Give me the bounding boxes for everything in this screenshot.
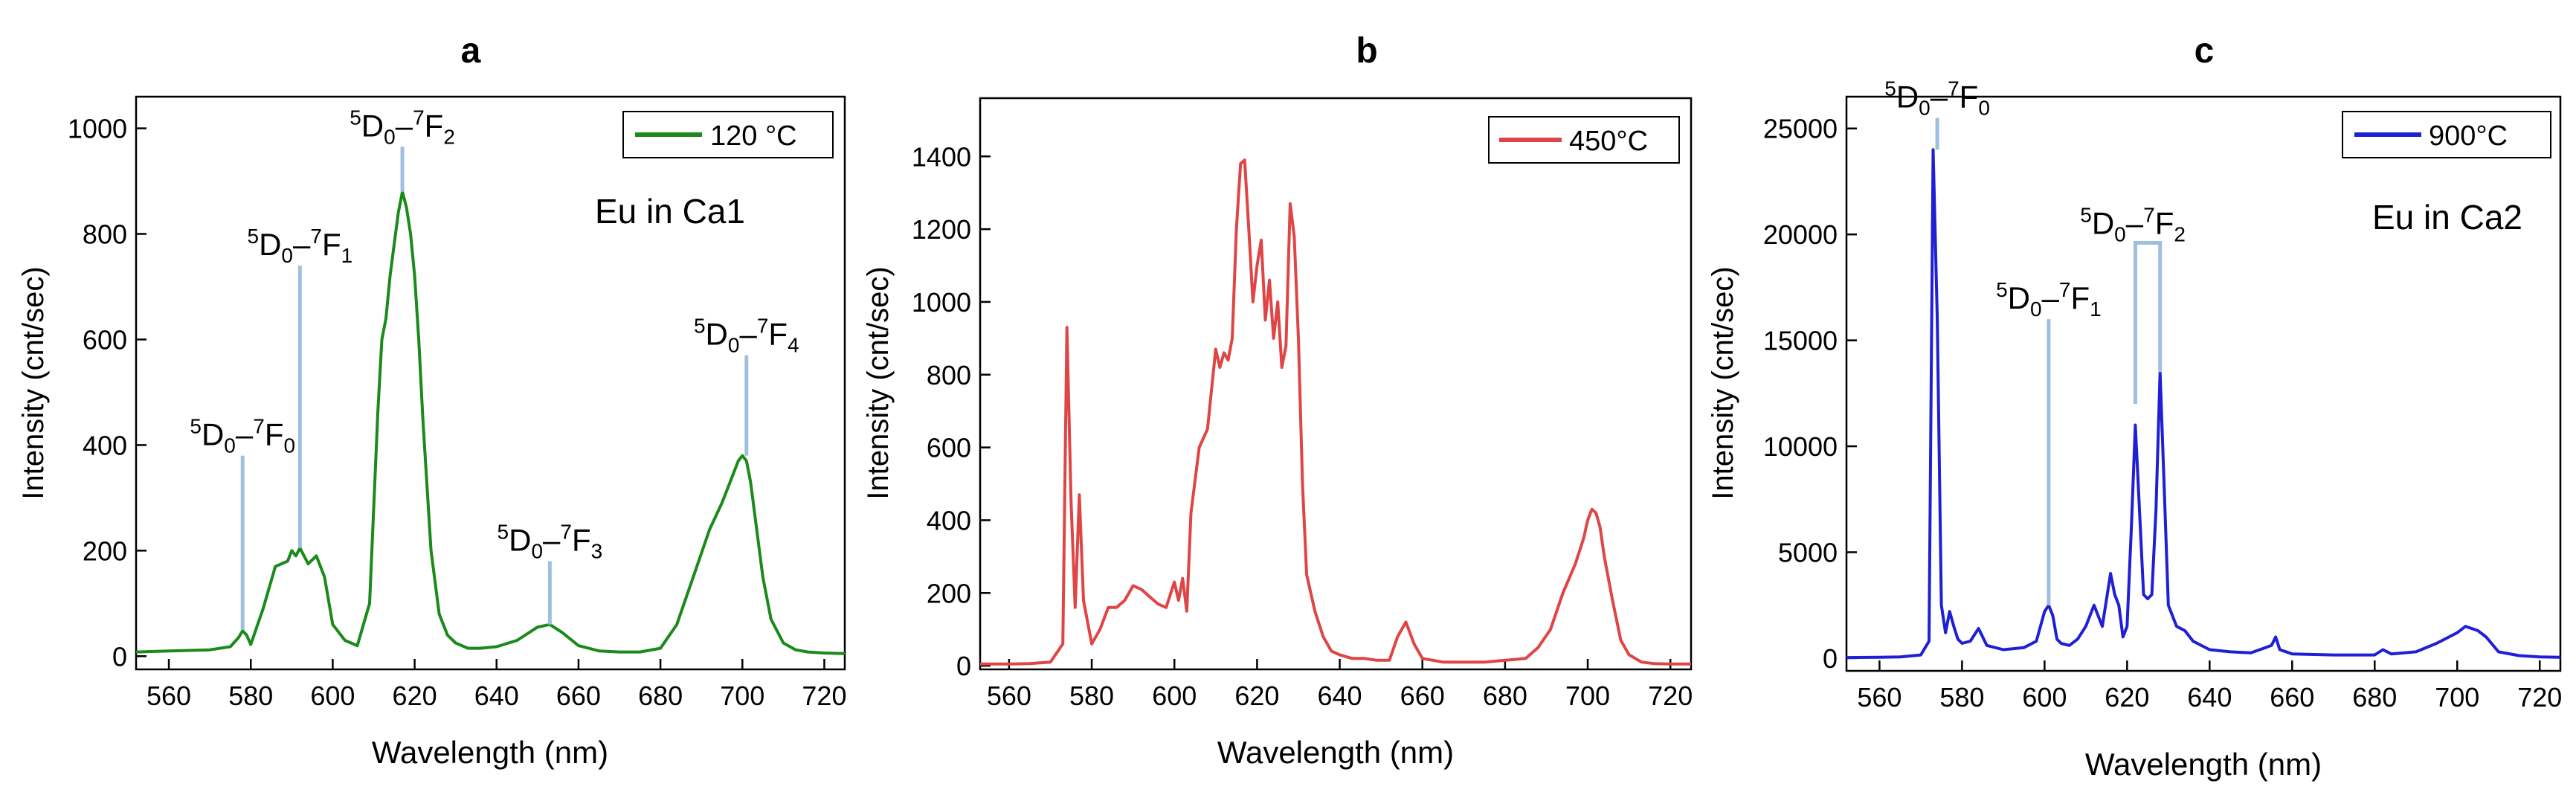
y-tick-label: 800 [83,219,127,250]
y-tick-label: 10000 [1763,431,1838,462]
x-tick-label: 700 [2435,682,2479,713]
y-tick-label: 1000 [68,114,127,144]
x-tick-label: 640 [1318,681,1362,711]
x-tick-label: 600 [2022,682,2067,713]
panel-c-legend: 900°C [2342,111,2551,158]
panel-b-ticks: 560 580 600 620 640 660 680 700 720 0 200 400 600 800… [912,141,1693,711]
series-line-b [980,158,1691,666]
panel-c-plot-frame [1845,95,2562,672]
panel-a-y-axis-label: Intensity (cnt/sec) [17,266,50,499]
transition-marker [2133,241,2163,405]
x-tick-label: 560 [146,681,191,711]
x-tick-label: 600 [1152,681,1197,711]
panel-a-letter: a [461,31,481,71]
panel-a-x-axis-label: Wavelength (nm) [372,735,608,770]
y-tick-label: 1200 [912,214,971,245]
panel-c-y-axis-label: Intensity (cnt/sec) [1707,266,1739,499]
x-tick-label: 680 [638,681,683,711]
x-tick-label: 620 [393,681,437,711]
x-tick-label: 640 [474,681,519,711]
series-line-a [135,190,846,655]
x-tick-label: 580 [1939,682,1984,713]
panel-b-plot-frame [979,97,1693,671]
panel-a-ticks: 560 580 600 620 640 660 680 700 720 0 200 400 600 800… [68,114,847,711]
y-tick-label: 600 [927,433,971,463]
x-tick-label: 580 [228,681,273,711]
panel-c-ticks: 560 580 600 620 640 660 680 700 720 0 5000 10000 150… [1763,114,2562,713]
panel-a-chart: a 560 580 600 620 640 660 680 700 720 0 200 400 600 8… [17,31,846,770]
transition-label: 5D0–7F1 [1996,278,2102,321]
panel-b-legend: 450°C [1488,116,1680,164]
panel-a-annotation: Eu in Ca1 [595,192,745,231]
y-tick-label: 5000 [1778,537,1838,567]
panel-c-transition-labels: 5D0–7F0 5D0–7F1 5D0–7F2 [1884,77,2186,605]
y-tick-label: 25000 [1763,114,1838,144]
y-tick-label: 15000 [1763,326,1838,356]
panel-c-legend-label: 900°C [2429,120,2508,152]
x-tick-label: 660 [556,681,601,711]
x-tick-label: 720 [1648,681,1693,711]
x-tick-label: 680 [2352,682,2397,713]
x-tick-label: 720 [802,681,846,711]
transition-label: 5D0–7F3 [498,521,603,563]
series-line-c [1846,148,2561,660]
transition-label: 5D0–7F0 [190,415,295,457]
y-tick-label: 600 [83,324,127,355]
y-tick-label: 1000 [912,287,971,318]
transition-label: 5D0–7F2 [2080,204,2186,246]
x-tick-label: 660 [1400,681,1445,711]
panel-a-series [135,190,846,655]
y-tick-label: 0 [956,651,971,681]
panel-b-legend-label: 450°C [1569,126,1648,157]
x-tick-label: 700 [1565,681,1610,711]
y-tick-label: 0 [112,641,127,672]
transition-label: 5D0–7F2 [350,106,455,148]
transition-label: 5D0–7F4 [694,315,799,357]
panel-c-series [1846,148,2561,660]
panel-b-letter: b [1356,31,1377,71]
y-tick-label: 400 [83,430,127,460]
x-tick-label: 720 [2517,682,2562,713]
panel-c-annotation: Eu in Ca2 [2372,198,2522,237]
y-tick-label: 0 [1823,643,1838,674]
x-tick-label: 700 [720,681,764,711]
x-tick-label: 620 [2105,682,2149,713]
panel-b-chart: b 560 580 600 620 640 660 680 700 720 0 200 400 600 8… [862,31,1693,770]
x-tick-label: 620 [1234,681,1279,711]
panel-b-x-axis-label: Wavelength (nm) [1217,735,1454,770]
panel-c-letter: c [2195,31,2215,71]
x-tick-label: 600 [310,681,355,711]
panel-a-legend-label: 120 °C [710,120,797,152]
panel-b-y-axis-label: Intensity (cnt/sec) [862,266,895,499]
y-tick-label: 800 [927,360,971,390]
panel-a-legend: 120 °C [622,111,834,158]
x-tick-label: 660 [2270,682,2314,713]
panel-c-chart: c 560 580 600 620 640 660 680 700 720 0 5000 10000 1… [1707,31,2562,782]
transition-label: 5D0–7F1 [248,225,353,267]
y-tick-label: 200 [83,536,127,566]
y-tick-label: 200 [927,578,971,608]
panel-b-series [980,158,1691,666]
panel-a-transition-labels: 5D0–7F0 5D0–7F1 5D0–7F2 5D0–7F3 5D0–7F4 [190,106,799,630]
x-tick-label: 560 [987,681,1031,711]
y-tick-label: 1400 [912,141,971,172]
x-tick-label: 640 [2187,682,2232,713]
x-tick-label: 560 [1857,682,1902,713]
panel-a-plot-frame [135,95,846,671]
transition-label: 5D0–7F0 [1884,77,1990,119]
x-tick-label: 580 [1069,681,1114,711]
y-tick-label: 20000 [1763,219,1838,250]
panel-c-x-axis-label: Wavelength (nm) [2085,747,2322,782]
y-tick-label: 400 [927,505,971,536]
x-tick-label: 680 [1483,681,1527,711]
